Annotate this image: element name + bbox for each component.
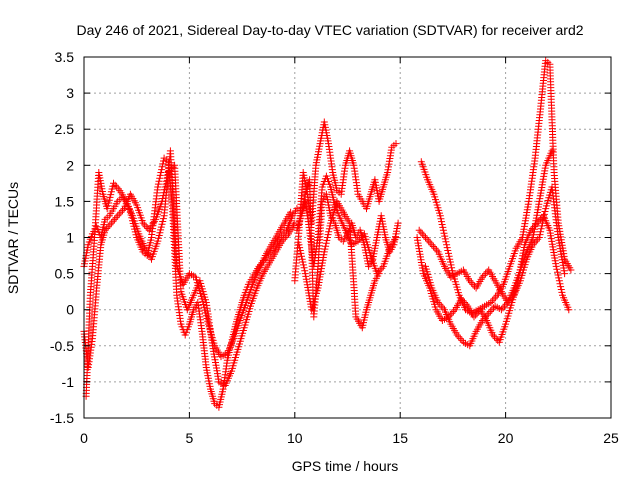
y-tick-label: -0.5 bbox=[50, 338, 74, 354]
chart-title: Day 246 of 2021, Sidereal Day-to-day VTE… bbox=[76, 22, 583, 38]
y-axis-title: SDTVAR / TECUs bbox=[5, 182, 21, 294]
point-markers bbox=[80, 154, 301, 411]
x-tick-label: 10 bbox=[287, 430, 303, 446]
x-tick-label: 20 bbox=[498, 430, 514, 446]
grid-lines bbox=[84, 57, 611, 418]
y-tick-label: -1 bbox=[62, 374, 75, 390]
x-tick-label: 15 bbox=[392, 430, 408, 446]
x-axis-title: GPS time / hours bbox=[292, 458, 399, 474]
series-track-k bbox=[422, 147, 556, 350]
point-markers bbox=[422, 147, 556, 350]
series-track-g bbox=[295, 197, 383, 332]
y-tick-label: 1 bbox=[66, 230, 74, 246]
y-tick-label: 0.5 bbox=[55, 266, 75, 282]
x-axis-ticks: 0 5 10 15 20 25 bbox=[80, 57, 619, 446]
y-tick-label: 2 bbox=[66, 157, 74, 173]
point-markers bbox=[82, 147, 295, 400]
point-markers bbox=[295, 197, 383, 332]
y-tick-label: 3 bbox=[66, 85, 74, 101]
x-tick-label: 25 bbox=[603, 430, 619, 446]
x-tick-label: 5 bbox=[186, 430, 194, 446]
series-track-c bbox=[82, 147, 295, 400]
y-axis-ticks: -1.5 -1 -0.5 0 0.5 1 1.5 2 2.5 3 3.5 bbox=[50, 49, 611, 426]
y-tick-label: -1.5 bbox=[50, 410, 74, 426]
series-track-a bbox=[80, 154, 301, 411]
x-tick-label: 0 bbox=[80, 430, 88, 446]
y-tick-label: 1.5 bbox=[55, 193, 75, 209]
y-tick-label: 2.5 bbox=[55, 121, 75, 137]
data-points bbox=[80, 57, 575, 411]
y-tick-label: 0 bbox=[66, 302, 74, 318]
y-tick-label: 3.5 bbox=[55, 49, 75, 65]
